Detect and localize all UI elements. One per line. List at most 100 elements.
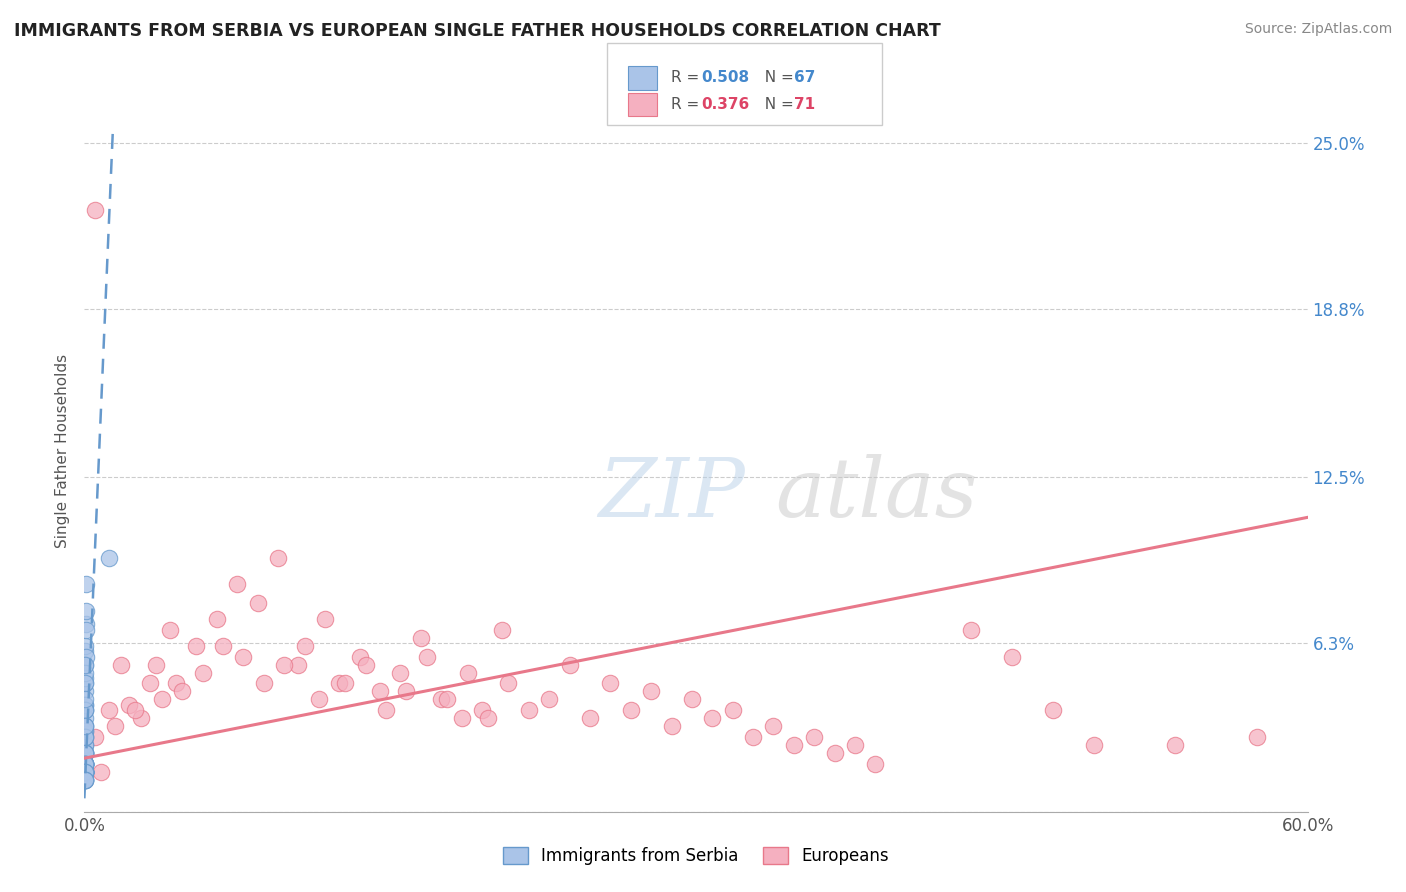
Point	[75, 730, 97, 744]
Point	[73, 756, 96, 771]
Point	[83, 202, 105, 217]
Point	[73, 756, 96, 771]
Point	[226, 577, 249, 591]
Legend: Immigrants from Serbia, Europeans: Immigrants from Serbia, Europeans	[496, 840, 896, 872]
Point	[75, 719, 97, 733]
Point	[73, 764, 96, 779]
Point	[75, 730, 97, 744]
Point	[471, 703, 494, 717]
Point	[436, 692, 458, 706]
Point	[75, 692, 97, 706]
Point	[762, 719, 785, 733]
Point	[354, 657, 377, 672]
Point	[73, 772, 96, 787]
Point	[273, 657, 295, 672]
Point	[308, 692, 330, 706]
Point	[75, 671, 97, 685]
Point	[75, 649, 97, 664]
Point	[150, 692, 173, 706]
Point	[73, 746, 96, 760]
Point	[138, 676, 160, 690]
Point	[73, 756, 96, 771]
Point	[960, 623, 983, 637]
Point	[246, 596, 269, 610]
Point	[1083, 738, 1105, 752]
Point	[73, 772, 96, 787]
Point	[844, 738, 866, 752]
Point	[1001, 649, 1024, 664]
Point	[205, 612, 228, 626]
Point	[73, 764, 96, 779]
Point	[75, 698, 97, 712]
Point	[73, 730, 96, 744]
Text: R =: R =	[671, 70, 704, 86]
Point	[75, 703, 97, 717]
Point	[232, 649, 254, 664]
Point	[186, 639, 208, 653]
Point	[599, 676, 621, 690]
Point	[73, 738, 96, 752]
Text: 67: 67	[794, 70, 815, 86]
Point	[1246, 730, 1268, 744]
Text: ZIP: ZIP	[598, 454, 745, 533]
Point	[579, 711, 602, 725]
Point	[430, 692, 453, 706]
Text: N =: N =	[755, 97, 799, 112]
Point	[73, 703, 96, 717]
Point	[661, 719, 683, 733]
Point	[73, 764, 96, 779]
Point	[416, 649, 439, 664]
Point	[267, 550, 290, 565]
Point	[75, 604, 97, 618]
Point	[409, 631, 432, 645]
Point	[73, 756, 96, 771]
Point	[75, 577, 97, 591]
Point	[165, 676, 187, 690]
Point	[253, 676, 276, 690]
Point	[73, 684, 96, 698]
Point	[450, 711, 472, 725]
Point	[294, 639, 316, 653]
Point	[517, 703, 540, 717]
Point	[75, 698, 97, 712]
Point	[75, 719, 97, 733]
Point	[73, 764, 96, 779]
Point	[75, 657, 97, 672]
Point	[73, 756, 96, 771]
Point	[97, 703, 120, 717]
Point	[335, 676, 357, 690]
Text: R =: R =	[671, 97, 704, 112]
Point	[110, 657, 132, 672]
Text: 0.508: 0.508	[702, 70, 749, 86]
Point	[90, 764, 112, 779]
Point	[75, 665, 97, 680]
Point	[73, 746, 96, 760]
Point	[287, 657, 309, 672]
Point	[389, 665, 412, 680]
Point	[640, 684, 662, 698]
Point	[538, 692, 561, 706]
Point	[1042, 703, 1064, 717]
Point	[73, 772, 96, 787]
Point	[73, 756, 96, 771]
Text: N =: N =	[755, 70, 799, 86]
Point	[75, 617, 97, 632]
Point	[73, 764, 96, 779]
Point	[172, 684, 194, 698]
Text: atlas: atlas	[776, 454, 977, 533]
Text: 0.376: 0.376	[702, 97, 749, 112]
Point	[73, 756, 96, 771]
Point	[75, 623, 97, 637]
Point	[73, 738, 96, 752]
Point	[118, 698, 141, 712]
Point	[73, 772, 96, 787]
Point	[145, 657, 167, 672]
Point	[73, 772, 96, 787]
Text: 71: 71	[794, 97, 815, 112]
Point	[368, 684, 391, 698]
Point	[457, 665, 479, 680]
Point	[742, 730, 765, 744]
Point	[83, 730, 105, 744]
Point	[75, 676, 97, 690]
Point	[75, 711, 97, 725]
